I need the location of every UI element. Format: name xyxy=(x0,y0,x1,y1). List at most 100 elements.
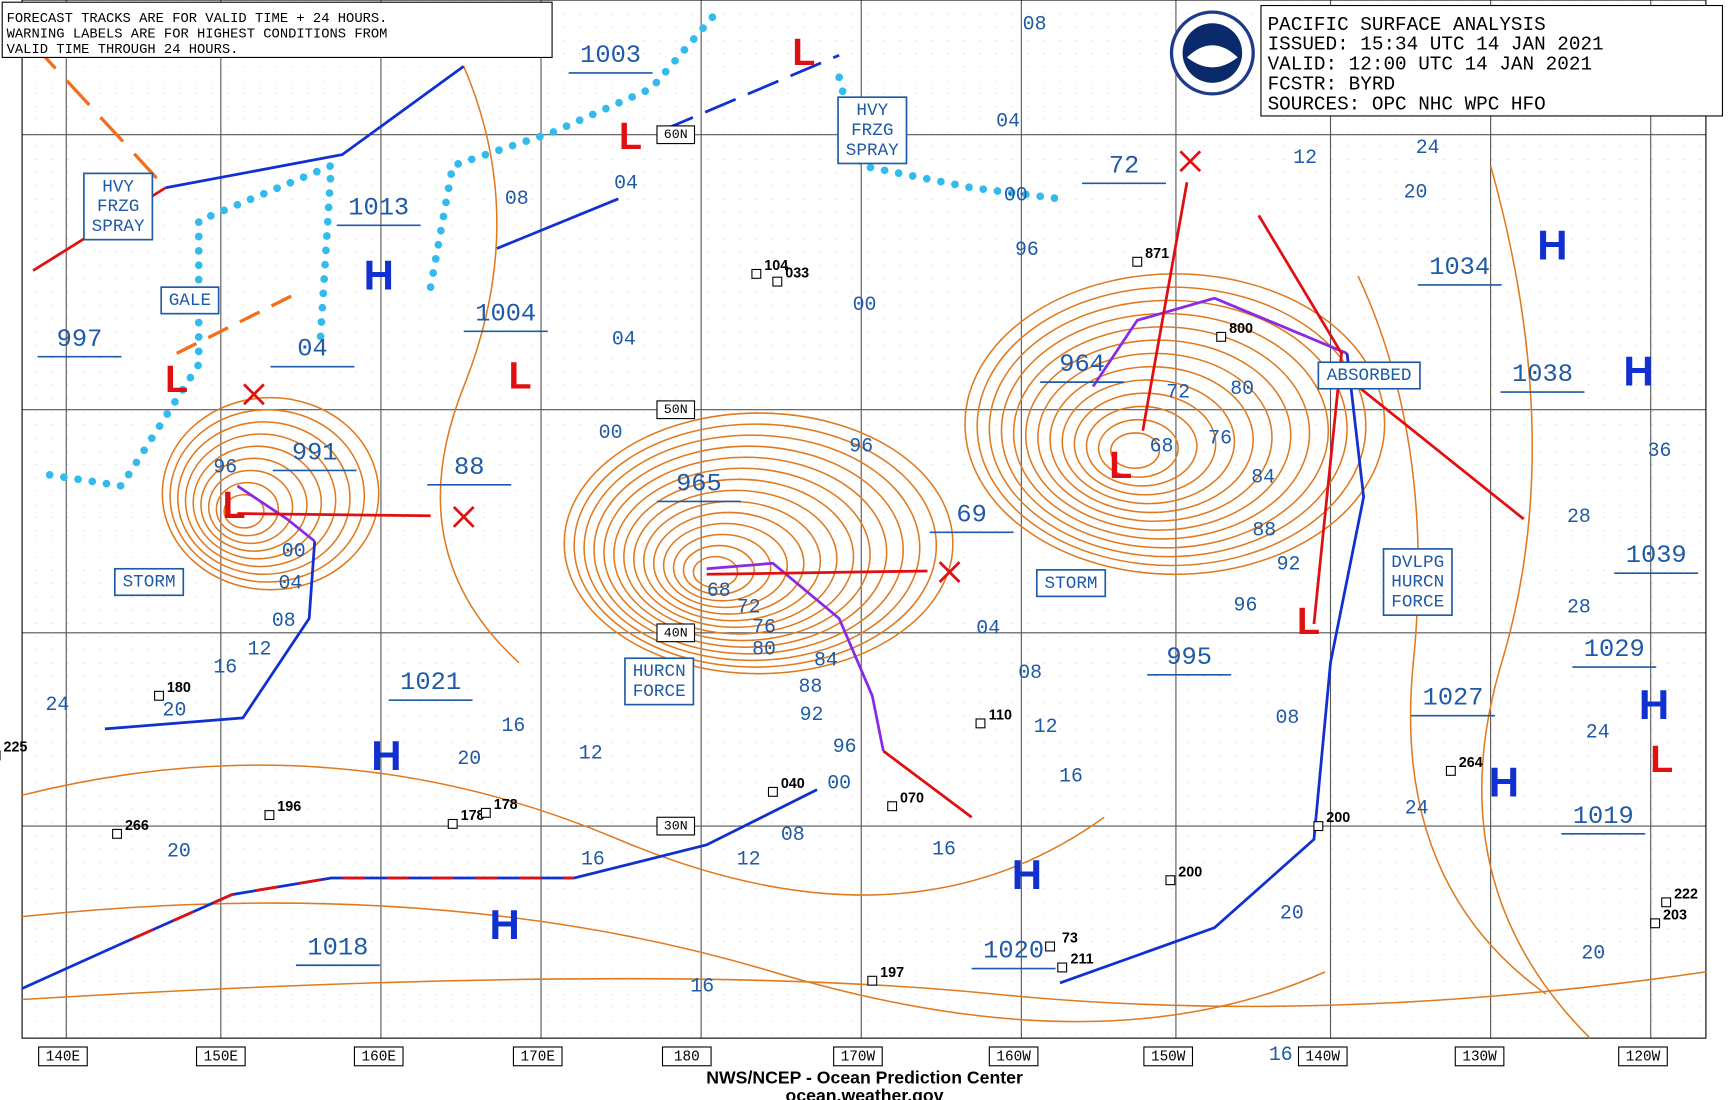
track-arrow xyxy=(237,512,431,518)
isobar-label: 92 xyxy=(1277,553,1301,576)
longitude-label: 140W xyxy=(1306,1050,1341,1066)
station-marker xyxy=(1057,962,1068,973)
warning-box xyxy=(1035,569,1107,598)
low-center: L xyxy=(223,484,246,526)
isobar-label: 84 xyxy=(814,649,838,672)
station-marker xyxy=(1165,875,1176,886)
isobar-label: 08 xyxy=(1276,706,1300,729)
longitude-label: 130W xyxy=(1462,1050,1497,1066)
warning-box xyxy=(1382,548,1453,616)
station-value: 800 xyxy=(1229,321,1253,337)
high-center: H xyxy=(1012,851,1042,898)
isobar xyxy=(184,433,337,568)
isobar-label: 24 xyxy=(1416,136,1440,159)
pressure-center: 964 xyxy=(1059,350,1105,379)
isobar xyxy=(976,286,1367,567)
latitude-label: 60N xyxy=(664,127,688,142)
isobar xyxy=(672,533,772,602)
pressure-center: 1018 xyxy=(307,933,368,962)
warm-front xyxy=(882,749,973,819)
cold-front xyxy=(104,541,317,731)
warning-label: FRZG xyxy=(97,197,139,217)
station-marker xyxy=(154,690,164,701)
isobar xyxy=(1085,405,1198,487)
station-value: 200 xyxy=(1326,810,1350,826)
isobar-label: 16 xyxy=(581,847,605,870)
station-marker xyxy=(447,818,458,829)
warning-box xyxy=(114,567,185,597)
isobar-label: 24 xyxy=(1586,720,1610,743)
station-value: 266 xyxy=(125,818,149,834)
isobar-label: 76 xyxy=(1208,427,1232,450)
isobar xyxy=(215,481,280,537)
lon-box xyxy=(988,1046,1039,1067)
isobar-label: 84 xyxy=(1251,465,1275,488)
low-center: L xyxy=(509,355,532,397)
pressure-center: 991 xyxy=(292,439,338,468)
notice-box: FORECAST TRACKS ARE FOR VALID TIME + 24 … xyxy=(1,1,553,58)
isobar-label: 00 xyxy=(282,539,306,562)
station-marker xyxy=(1650,918,1661,929)
cold-front xyxy=(661,53,840,132)
warm-front xyxy=(131,876,575,941)
isobar xyxy=(613,467,871,642)
longitude-label: 150W xyxy=(1151,1050,1186,1066)
isobar-label: 16 xyxy=(502,714,526,737)
high-center: H xyxy=(364,251,394,298)
station-value: 196 xyxy=(277,799,301,815)
station-marker xyxy=(112,828,123,839)
isobar-label: 72 xyxy=(737,596,761,619)
station-value: 110 xyxy=(989,707,1012,723)
track-arrow xyxy=(1257,214,1343,625)
pressure-center: 88 xyxy=(454,453,484,482)
isobar-label: 80 xyxy=(1230,377,1254,400)
lon-box xyxy=(1143,1046,1194,1067)
isobar xyxy=(563,412,954,675)
isobar-label: 16 xyxy=(932,838,956,861)
isobar-label: 00 xyxy=(599,421,623,444)
station-value: 264 xyxy=(1459,755,1483,771)
isobar-label: 08 xyxy=(781,823,805,846)
cold-front xyxy=(496,197,619,250)
gale-boundary xyxy=(31,43,167,189)
notice-line: FORECAST TRACKS ARE FOR VALID TIME + 24 … xyxy=(7,12,388,27)
isobar-label: 96 xyxy=(1015,238,1039,261)
longitude-label: 160W xyxy=(996,1050,1031,1066)
lon-box xyxy=(195,1046,246,1067)
low-center: L xyxy=(1109,444,1132,486)
station-value: 203 xyxy=(1663,907,1687,923)
info-line: VALID: 12:00 UTC 14 JAN 2021 xyxy=(1268,54,1592,76)
pressure-center: 1039 xyxy=(1626,541,1687,570)
isobar xyxy=(1097,418,1179,478)
warning-box xyxy=(1317,361,1421,390)
isobar-label: 00 xyxy=(853,293,877,316)
isobar-label: 20 xyxy=(1280,902,1304,925)
lat-box xyxy=(656,816,696,836)
lon-box xyxy=(1618,1046,1668,1067)
warning-label: FORCE xyxy=(1391,593,1444,613)
isobar-label: 16 xyxy=(690,974,714,997)
isobar-label: 08 xyxy=(505,187,529,210)
isobar xyxy=(692,555,739,589)
isobar xyxy=(988,299,1348,558)
station-marker xyxy=(975,718,986,729)
isobar xyxy=(652,511,805,615)
isobar-label: 04 xyxy=(976,617,1000,640)
isobar-label: 76 xyxy=(752,616,776,639)
warning-box xyxy=(624,657,695,706)
low-center: L xyxy=(619,115,642,157)
isobar-label: 68 xyxy=(707,579,731,602)
isobar xyxy=(662,522,789,609)
isobar xyxy=(1037,352,1273,523)
pressure-center: 997 xyxy=(57,325,103,354)
station-value: 225 xyxy=(3,739,27,755)
station-marker xyxy=(1661,897,1672,908)
warning-box xyxy=(83,172,154,241)
station-marker xyxy=(887,801,898,812)
isobar-label: 88 xyxy=(1252,518,1276,541)
isobar-label: 20 xyxy=(163,698,187,721)
footer-line: ocean.weather.gov xyxy=(786,1085,944,1100)
warning-label: FRZG xyxy=(851,121,893,141)
